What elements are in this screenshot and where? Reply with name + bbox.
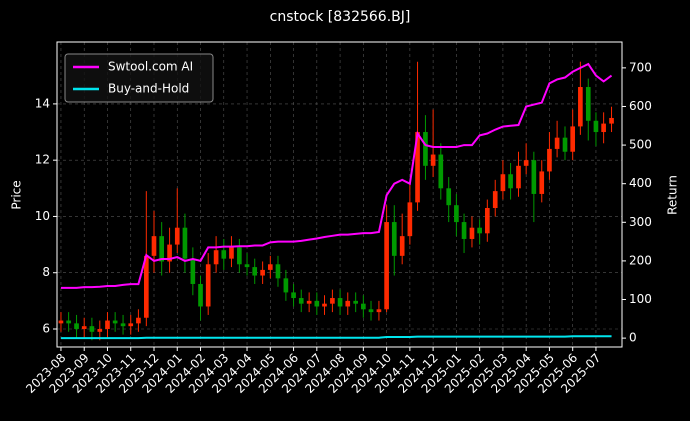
candle-body xyxy=(508,174,513,189)
candle-body xyxy=(143,255,149,318)
candle-body xyxy=(260,269,265,276)
candle-body xyxy=(252,267,258,276)
candle-body xyxy=(376,309,382,313)
y2-tick-label: 500 xyxy=(629,138,652,152)
y-tick-label: 14 xyxy=(35,96,50,110)
candle-body xyxy=(345,300,351,307)
candle-body xyxy=(562,137,568,152)
candle-body xyxy=(368,309,374,313)
y2-tick-label: 700 xyxy=(629,60,652,74)
y-tick-label: 6 xyxy=(42,321,50,335)
y2-tick-label: 300 xyxy=(629,215,652,229)
candle-body xyxy=(330,298,335,304)
legend-box xyxy=(64,53,214,103)
y2-tick-label: 200 xyxy=(629,253,652,267)
candle-body xyxy=(570,126,576,152)
candle-body xyxy=(275,264,281,279)
candle-body xyxy=(283,278,289,293)
candle-body xyxy=(81,326,87,329)
y2-tick-label: 600 xyxy=(629,99,652,113)
candle-body xyxy=(492,191,498,209)
candle-body xyxy=(461,222,467,239)
candle-body xyxy=(585,87,591,121)
candle-body xyxy=(516,165,521,189)
candle-body xyxy=(298,298,304,304)
legend: Swtool.com AI Buy-and-Hold xyxy=(64,53,214,103)
candle-body xyxy=(484,208,490,234)
candle-body xyxy=(213,250,219,265)
candle-body xyxy=(128,323,134,327)
candle-body xyxy=(531,160,537,194)
candle-body xyxy=(221,250,227,259)
candle-body xyxy=(89,326,95,332)
candle-body xyxy=(554,137,560,149)
candle-body xyxy=(337,298,343,307)
candle-body xyxy=(229,247,234,259)
candle-body xyxy=(438,154,444,189)
series-line xyxy=(60,335,612,340)
chart-title: cnstock [832566.BJ] xyxy=(270,9,411,25)
y-tick-label: 10 xyxy=(35,209,50,223)
candle-body xyxy=(539,171,545,194)
candle-body xyxy=(244,264,250,268)
candle-body xyxy=(578,87,583,127)
y2-tick-label: 0 xyxy=(629,331,637,345)
candle-body xyxy=(430,154,436,166)
candle-body xyxy=(159,236,164,262)
candle-body xyxy=(399,236,405,256)
candle-body xyxy=(74,323,79,329)
candle-body xyxy=(314,300,320,307)
legend-label: Buy-and-Hold xyxy=(108,82,189,96)
candle-body xyxy=(267,264,273,270)
candle-body xyxy=(190,258,196,284)
y2-tick-label: 100 xyxy=(629,292,652,306)
candle-body xyxy=(58,320,64,324)
candle-body xyxy=(198,283,203,307)
candle-body xyxy=(136,317,141,324)
candle-body xyxy=(182,227,188,259)
candle-body xyxy=(446,188,452,206)
candle-body xyxy=(477,227,482,234)
candle-body xyxy=(547,148,552,172)
candle-body xyxy=(415,132,420,203)
candle-body xyxy=(237,247,242,265)
candle-body xyxy=(454,205,459,223)
candle-body xyxy=(384,222,389,310)
candle-body xyxy=(523,160,529,166)
y-tick-label: 12 xyxy=(35,153,50,167)
candle-body xyxy=(407,202,413,237)
candle-body xyxy=(120,323,126,327)
candle-body xyxy=(593,120,599,133)
candle-body xyxy=(66,320,71,324)
y2-axis-label: Return xyxy=(666,175,680,215)
y2-tick-label: 400 xyxy=(629,176,652,190)
candle-body xyxy=(112,320,118,324)
plot-frame xyxy=(56,41,623,348)
candle-body xyxy=(353,300,358,304)
series-line xyxy=(60,62,613,289)
candle-body xyxy=(97,328,103,332)
candle-body xyxy=(167,244,172,262)
candle-body xyxy=(361,303,366,310)
candle-body xyxy=(105,320,110,329)
candle-body xyxy=(322,303,327,307)
y-axis-label: Price xyxy=(10,180,24,209)
candle-body xyxy=(500,174,506,192)
legend-label: Swtool.com AI xyxy=(108,60,193,74)
candle-body xyxy=(205,264,211,307)
candle-body xyxy=(306,300,312,304)
candle-body xyxy=(423,132,428,166)
candle-body xyxy=(601,123,606,133)
candle-body xyxy=(391,222,397,256)
y-tick-label: 8 xyxy=(42,265,50,279)
candle-body xyxy=(174,227,180,245)
candle-body xyxy=(151,236,157,256)
candle-body xyxy=(291,292,296,299)
candle-body xyxy=(609,117,614,124)
candle-body xyxy=(469,227,475,239)
